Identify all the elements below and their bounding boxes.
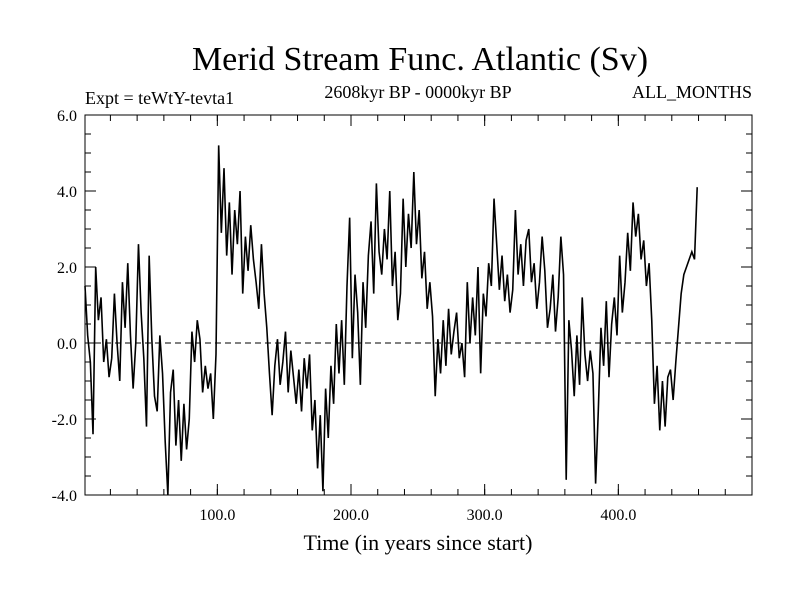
y-tick-label: -4.0 [52,488,77,505]
y-tick-label: 0.0 [57,336,77,353]
y-tick-label: 4.0 [57,184,77,201]
x-axis-label: Time (in years since start) [304,530,533,555]
chart-subtitle: 2608kyr BP - 0000kyr BP [324,82,511,102]
y-tick-label: 6.0 [57,108,77,125]
x-tick-label: 400.0 [600,507,636,524]
series-layer [84,145,698,496]
y-tick-label: 2.0 [57,260,77,277]
chart-title: Merid Stream Func. Atlantic (Sv) [192,41,648,78]
x-tick-label: 200.0 [333,507,369,524]
plot-area-frame [84,114,753,496]
x-tick-label: 300.0 [467,507,503,524]
x-tick-label: 100.0 [199,507,235,524]
series-line-1 [84,145,698,496]
experiment-label: Expt = teWtY-tevta1 [85,88,234,108]
axis-ticks [85,114,752,496]
tick-labels: 100.0 200.0 300.0 400.0 -4.0 -2.0 0.0 2.0 4.0 6.0 [52,108,637,524]
y-tick-label: -2.0 [52,412,77,429]
period-label: ALL_MONTHS [632,82,752,102]
